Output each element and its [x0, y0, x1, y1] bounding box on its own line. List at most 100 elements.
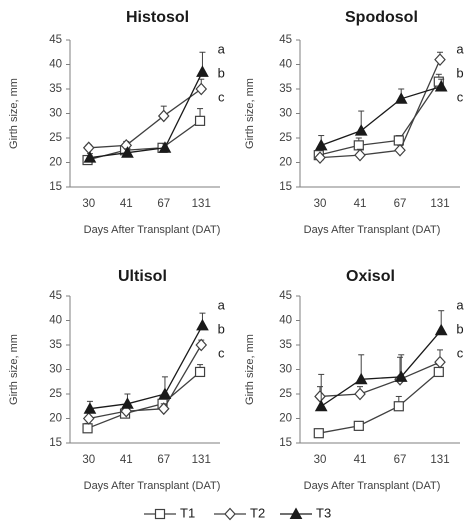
x-tick-label: 41: [120, 198, 133, 210]
significance-letter: c: [218, 89, 225, 104]
data-point: [194, 366, 206, 378]
data-point: [394, 370, 408, 382]
series-t2: [82, 78, 208, 155]
x-tick-label: 67: [394, 454, 407, 466]
y-tick-label: 45: [279, 34, 292, 46]
legend-item-t1: T1: [144, 505, 195, 520]
y-tick-label: 30: [279, 108, 292, 120]
data-point: [82, 423, 93, 434]
data-point: [313, 428, 324, 439]
chart-panel-histosol: Histosol 15 20 25 30 35 40 45 30 41 67 131 Days Afte…: [8, 9, 226, 236]
data-point: [434, 323, 448, 336]
significance-letter: a: [456, 41, 464, 56]
data-point: [433, 366, 444, 378]
data-point: [196, 65, 209, 77]
data-point: [314, 390, 326, 403]
data-point: [121, 397, 134, 409]
data-point: [394, 92, 408, 104]
series-t3: [83, 312, 209, 414]
data-point: [393, 401, 404, 412]
data-point: [195, 82, 208, 96]
panel-title: Ultisol: [118, 268, 167, 285]
legend-marker: [154, 508, 166, 520]
series-line: [320, 329, 442, 407]
series-t1: [313, 364, 444, 439]
series-line: [87, 120, 201, 161]
y-tick-label: 35: [49, 83, 62, 95]
data-point: [314, 138, 328, 151]
significance-letter: b: [456, 65, 463, 80]
series-t3: [314, 310, 448, 412]
significance-letter: c: [457, 345, 464, 360]
x-tick-label: 41: [354, 454, 367, 466]
data-point: [394, 143, 406, 157]
x-axis-label: Days After Transplant (DAT): [84, 480, 221, 492]
legend-marker: [224, 507, 236, 521]
y-tick-label: 40: [49, 315, 62, 327]
significance-letter: b: [218, 321, 225, 336]
legend: T1 T2 T3: [144, 505, 331, 520]
y-tick-label: 25: [49, 132, 62, 144]
y-tick-label: 35: [279, 339, 292, 351]
significance-letter: a: [218, 297, 226, 312]
chart-panel-ultisol: Ultisol 15 20 25 30 35 40 45 30 41 67 131 Days After…: [8, 268, 226, 492]
legend-marker: [289, 507, 303, 519]
data-point: [353, 420, 364, 431]
series-t2: [314, 349, 446, 403]
data-point: [196, 318, 209, 331]
y-tick-label: 15: [279, 437, 292, 449]
y-axis-label: Girth size, mm: [8, 334, 20, 405]
data-point: [158, 387, 172, 399]
y-tick-label: 40: [49, 59, 62, 71]
y-tick-label: 25: [49, 388, 62, 400]
series-t3: [83, 51, 209, 163]
y-axis-label: Girth size, mm: [8, 78, 20, 149]
x-tick-label: 30: [314, 454, 327, 466]
series-line: [87, 371, 201, 429]
y-tick-label: 45: [279, 290, 292, 302]
data-point: [354, 124, 368, 136]
x-tick-label: 30: [82, 454, 95, 466]
series-t3: [314, 78, 448, 151]
legend-item-t3: T3: [280, 505, 331, 520]
legend-label: T1: [180, 505, 195, 520]
series-line: [89, 71, 204, 159]
significance-letter: b: [218, 65, 225, 80]
y-tick-label: 35: [49, 339, 62, 351]
y-tick-label: 15: [49, 181, 62, 193]
data-point: [354, 387, 366, 401]
y-tick-label: 20: [49, 157, 62, 169]
series-line: [320, 85, 442, 146]
panel-title: Histosol: [126, 9, 189, 26]
series-line: [318, 371, 440, 434]
y-tick-label: 40: [279, 315, 292, 327]
significance-letter: c: [218, 345, 225, 360]
data-point: [82, 412, 95, 425]
data-point: [195, 338, 208, 352]
significance-letter: c: [457, 89, 464, 104]
legend-label: T3: [316, 505, 331, 520]
data-point: [434, 53, 446, 66]
x-tick-label: 30: [82, 198, 95, 210]
significance-letter: b: [456, 321, 463, 336]
y-tick-label: 20: [279, 413, 292, 425]
y-tick-label: 25: [279, 132, 292, 144]
y-tick-label: 35: [279, 83, 292, 95]
series-line: [88, 88, 202, 149]
x-tick-label: 131: [430, 198, 449, 210]
y-tick-label: 25: [279, 388, 292, 400]
data-point: [157, 109, 170, 123]
series-t2: [314, 51, 446, 164]
x-axis-label: Days After Transplant (DAT): [84, 224, 221, 236]
legend-label: T2: [250, 505, 265, 520]
significance-letter: a: [456, 297, 464, 312]
x-tick-label: 41: [354, 198, 367, 210]
y-tick-label: 30: [279, 364, 292, 376]
data-point: [314, 151, 326, 164]
series-t2: [82, 338, 208, 425]
y-tick-label: 30: [49, 108, 62, 120]
y-axis-label: Girth size, mm: [244, 78, 256, 149]
y-axis-label: Girth size, mm: [244, 334, 256, 405]
series-line: [318, 81, 440, 156]
data-point: [157, 402, 170, 416]
